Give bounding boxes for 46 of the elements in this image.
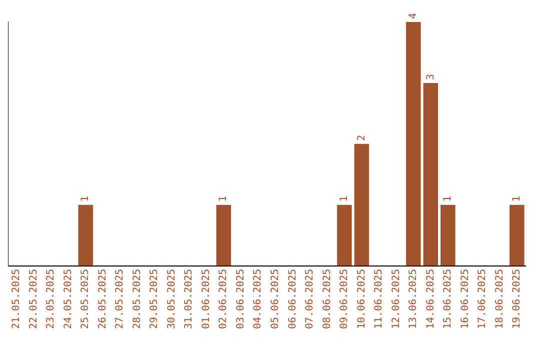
- bar: [406, 22, 421, 266]
- bar: [337, 204, 352, 266]
- data-label: 3: [425, 74, 436, 80]
- x-tick-label: 24.05.2025: [62, 268, 74, 330]
- x-tick-label: 30.05.2025: [166, 268, 178, 330]
- bar: [354, 144, 370, 266]
- x-tick-label: 09.06.2025: [339, 268, 350, 330]
- data-label: 1: [512, 196, 523, 202]
- x-tick-label: 22.05.2025: [28, 268, 40, 330]
- x-tick-label: 07.06.2025: [304, 268, 316, 330]
- x-tick-label: 13.06.2025: [408, 268, 420, 330]
- bar: [510, 204, 524, 266]
- x-tick-label: 08.06.2025: [322, 268, 333, 330]
- x-tick-label: 18.06.2025: [494, 268, 506, 330]
- x-tick-label: 15.06.2025: [442, 268, 454, 330]
- data-label: 1: [80, 196, 92, 202]
- x-tick-label: 11.06.2025: [374, 268, 385, 330]
- x-tick-label: 03.06.2025: [235, 268, 246, 330]
- x-tick-label: 28.05.2025: [132, 268, 143, 330]
- x-tick-label: 05.06.2025: [270, 268, 281, 330]
- data-label: 1: [442, 196, 454, 202]
- data-label: 1: [339, 196, 350, 202]
- x-tick-label: 31.05.2025: [184, 268, 195, 330]
- x-tick-label: 14.06.2025: [425, 268, 436, 330]
- bar: [423, 82, 438, 266]
- bar: [78, 204, 94, 266]
- x-tick-label: 02.06.2025: [218, 268, 230, 330]
- x-tick-label: 19.06.2025: [512, 268, 523, 330]
- x-tick-label: 06.06.2025: [287, 268, 298, 330]
- x-tick-label: 04.06.2025: [252, 268, 264, 330]
- x-tick-label: 25.05.2025: [80, 268, 92, 330]
- bar: [216, 204, 232, 266]
- x-tick-label: 17.06.2025: [477, 268, 488, 330]
- data-label: 1: [218, 196, 230, 202]
- x-tick-label: 21.05.2025: [11, 268, 22, 330]
- x-tick-label: 27.05.2025: [114, 268, 126, 330]
- data-label: 2: [356, 134, 368, 141]
- x-tick-label: 23.05.2025: [46, 268, 57, 330]
- x-tick-label: 12.06.2025: [390, 268, 402, 330]
- bar: [440, 204, 456, 266]
- x-tick-label: 26.05.2025: [97, 268, 108, 330]
- x-tick-label: 16.06.2025: [460, 268, 471, 330]
- x-tick-label: 29.05.2025: [149, 268, 160, 330]
- data-label: 4: [408, 12, 420, 19]
- x-tick-label: 01.06.2025: [200, 268, 212, 330]
- x-tick-label: 10.06.2025: [356, 268, 368, 330]
